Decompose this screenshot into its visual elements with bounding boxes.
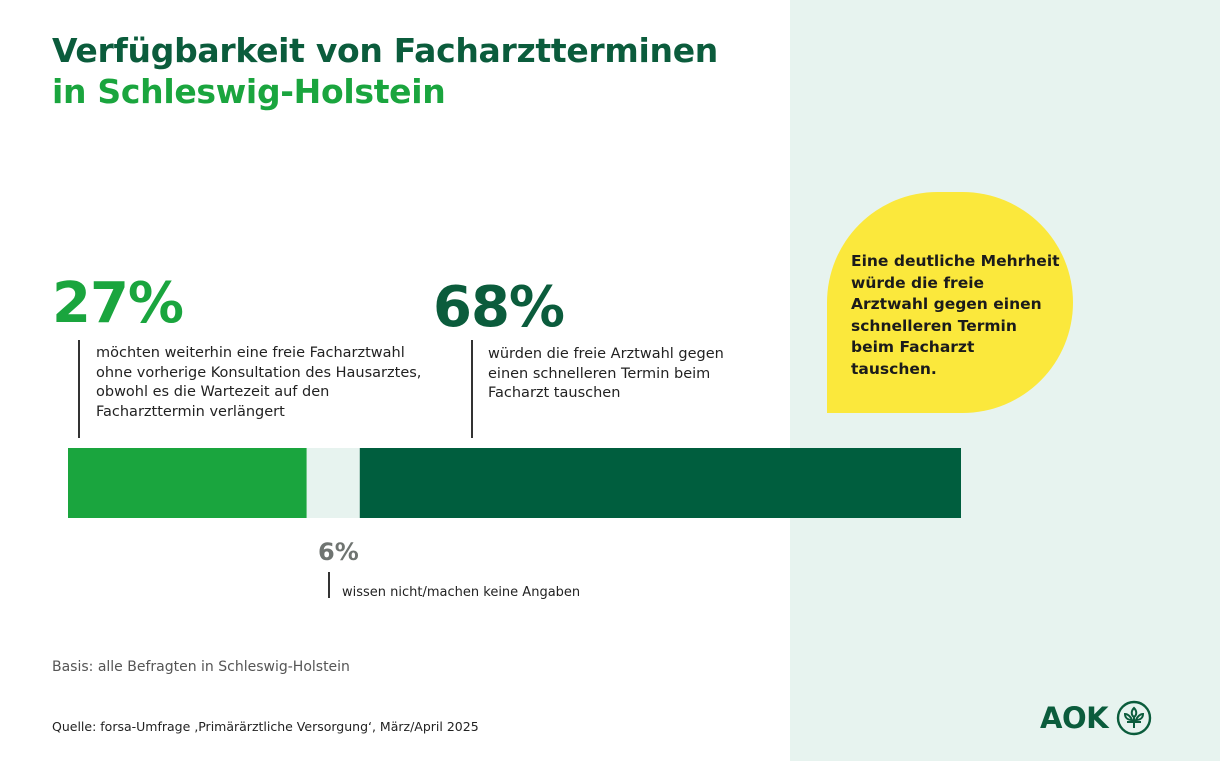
connector-line-6 (328, 572, 330, 598)
title-line-1: Verfügbarkeit von Facharztterminen (52, 31, 718, 70)
bar-segment-no-answer (306, 448, 360, 518)
aok-tree-icon (1116, 700, 1152, 736)
callout-bubble (827, 192, 1073, 413)
source-note: Quelle: forsa-Umfrage ‚Primärärztliche V… (52, 719, 479, 734)
logo-text: AOK (1040, 701, 1109, 735)
title-line-2: in Schleswig-Holstein (52, 72, 446, 111)
connector-line-27 (78, 340, 80, 438)
value-label-68: 68% (433, 275, 565, 340)
description-6: wissen nicht/machen keine Angaben (342, 585, 581, 600)
description-27: möchten weiterhin eine freie Facharztwah… (96, 345, 422, 420)
description-68: würden die freie Arztwahl gegen einen sc… (488, 346, 724, 401)
page-title: Verfügbarkeit von Facharztterminen in Sc… (52, 30, 718, 112)
callout-text: Eine deutliche Mehrheit würde die freie … (851, 252, 1060, 378)
value-label-6: 6% (318, 538, 359, 566)
bar-segment-free-choice (68, 448, 307, 518)
basis-note: Basis: alle Befragten in Schleswig-Holst… (52, 659, 350, 675)
bar-group (68, 448, 961, 518)
value-label-27: 27% (52, 271, 184, 336)
connector-line-68 (471, 340, 473, 438)
bar-segment-faster-appointment (359, 448, 961, 518)
aok-logo: AOK (1040, 700, 1152, 736)
